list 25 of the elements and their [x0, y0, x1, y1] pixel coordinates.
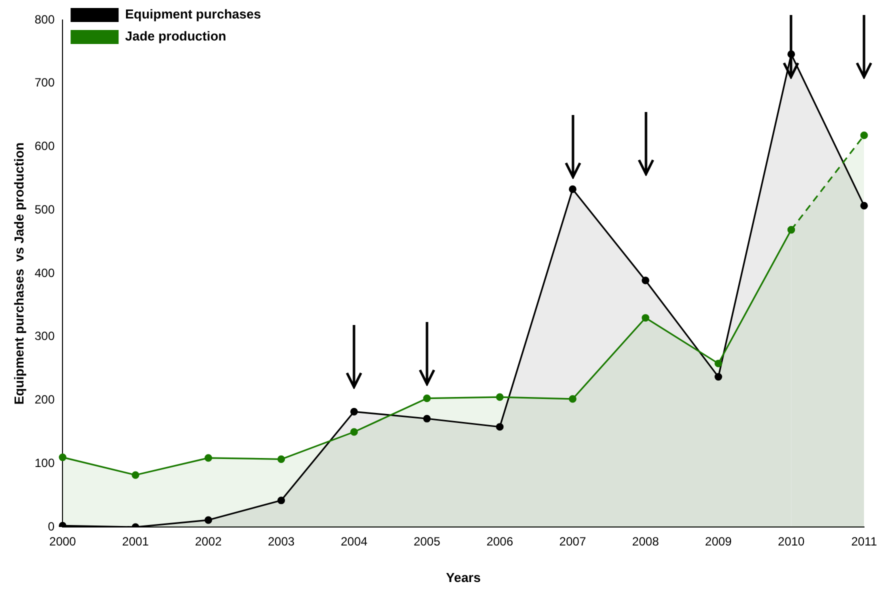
x-tick-label: 2010 [778, 534, 805, 549]
y-tick-label: 400 [34, 266, 55, 280]
y-tick-label: 100 [34, 456, 55, 470]
legend-label: Jade production [125, 28, 226, 44]
legend-label: Equipment purchases [125, 6, 261, 22]
y-tick-label: 500 [34, 202, 55, 216]
x-tick-label: 2011 [851, 534, 878, 549]
y-tick-label: 200 [34, 392, 55, 407]
x-tick-label: 2004 [340, 534, 368, 549]
y-tick-label: 0 [48, 519, 55, 534]
y-tick-label: 700 [34, 76, 55, 90]
x-tick-label: 2006 [486, 534, 514, 549]
x-tick-label: 2007 [559, 534, 586, 549]
x-tick-label: 2005 [414, 534, 441, 549]
x-tick-label: 2002 [194, 534, 222, 549]
x-tick-label: 2003 [268, 534, 295, 549]
x-tick-label: 2001 [122, 534, 150, 549]
y-tick-label: 800 [34, 12, 55, 26]
x-axis-title: Years [446, 570, 481, 585]
x-tick-label: 2009 [705, 534, 732, 549]
y-axis-title: Equipment purchases vs Jade production [11, 142, 26, 405]
y-tick-label: 300 [34, 329, 55, 344]
y-tick-label: 600 [34, 139, 55, 154]
x-tick-label: 2008 [632, 534, 660, 549]
x-tick-label: 2000 [49, 534, 76, 549]
